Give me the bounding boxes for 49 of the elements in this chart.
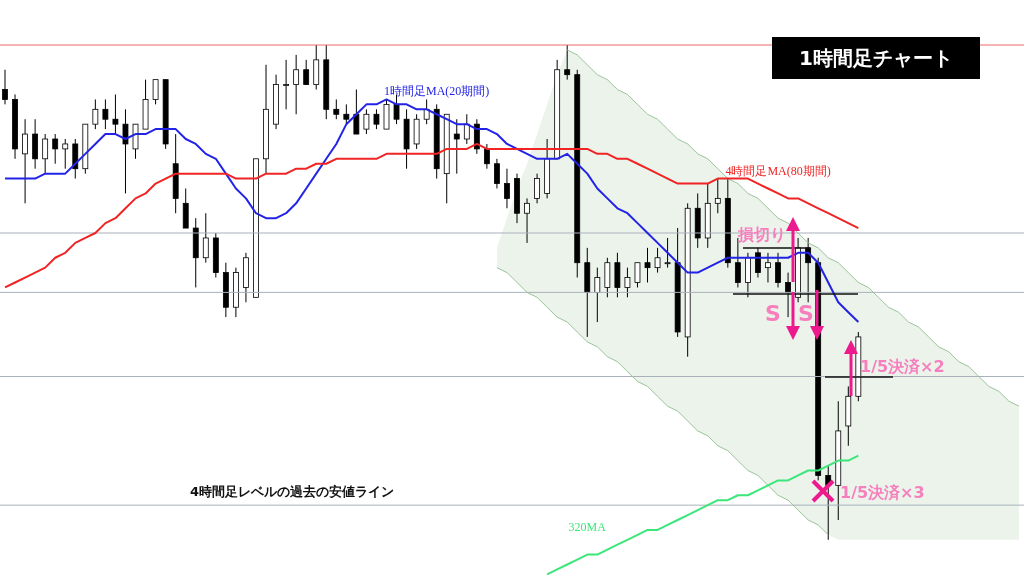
candlestick xyxy=(785,272,791,318)
candlestick xyxy=(463,113,470,145)
candlestick xyxy=(644,247,651,283)
annotation: 損切り xyxy=(737,225,786,244)
candlestick xyxy=(504,168,510,209)
candlestick xyxy=(343,103,350,125)
series-label: 4時間足MA(80期間) xyxy=(725,164,831,179)
candlestick xyxy=(202,212,209,264)
candlestick xyxy=(92,98,99,130)
candlestick xyxy=(283,59,289,110)
candlestick xyxy=(62,138,69,170)
annotation: 1/5決済×3 xyxy=(840,483,925,502)
candlestick xyxy=(42,133,49,175)
chart-title: 1時間足チャート xyxy=(799,46,953,70)
candlestick xyxy=(714,178,721,214)
candlestick xyxy=(494,158,500,189)
annotation: S xyxy=(765,301,781,326)
candlestick xyxy=(22,118,28,204)
candlestick xyxy=(52,133,59,165)
candlestick xyxy=(634,262,641,288)
candlestick xyxy=(594,267,601,323)
candlestick xyxy=(102,98,109,130)
candlestick xyxy=(363,108,370,135)
candlestick xyxy=(353,89,360,135)
candlestick xyxy=(765,252,771,283)
candlestick xyxy=(423,98,430,125)
candlestick xyxy=(112,93,119,135)
series-label: 320MA xyxy=(568,519,607,534)
candlestick xyxy=(775,252,781,288)
candlestick xyxy=(664,237,671,269)
candlestick xyxy=(654,247,661,274)
candlestick xyxy=(755,247,761,279)
candlestick xyxy=(122,108,129,194)
candlestick xyxy=(293,54,300,115)
candlestick xyxy=(303,59,310,86)
ref-line-label: 4時間足レベルの過去の安値ライン xyxy=(190,484,395,500)
candlestick xyxy=(2,69,8,105)
candlestick xyxy=(624,267,631,298)
candlestick xyxy=(534,173,540,204)
candlestick xyxy=(453,118,460,175)
annotation: 1/5決済×2 xyxy=(860,357,945,376)
candlestick xyxy=(483,143,490,170)
candlestick xyxy=(333,98,340,120)
candlestick xyxy=(373,108,380,130)
candlestick xyxy=(564,44,571,81)
annotation: S xyxy=(798,301,814,326)
candlestick xyxy=(524,197,530,244)
series-label: 1時間足MA(20期間) xyxy=(384,84,490,99)
candlestick xyxy=(152,79,159,105)
